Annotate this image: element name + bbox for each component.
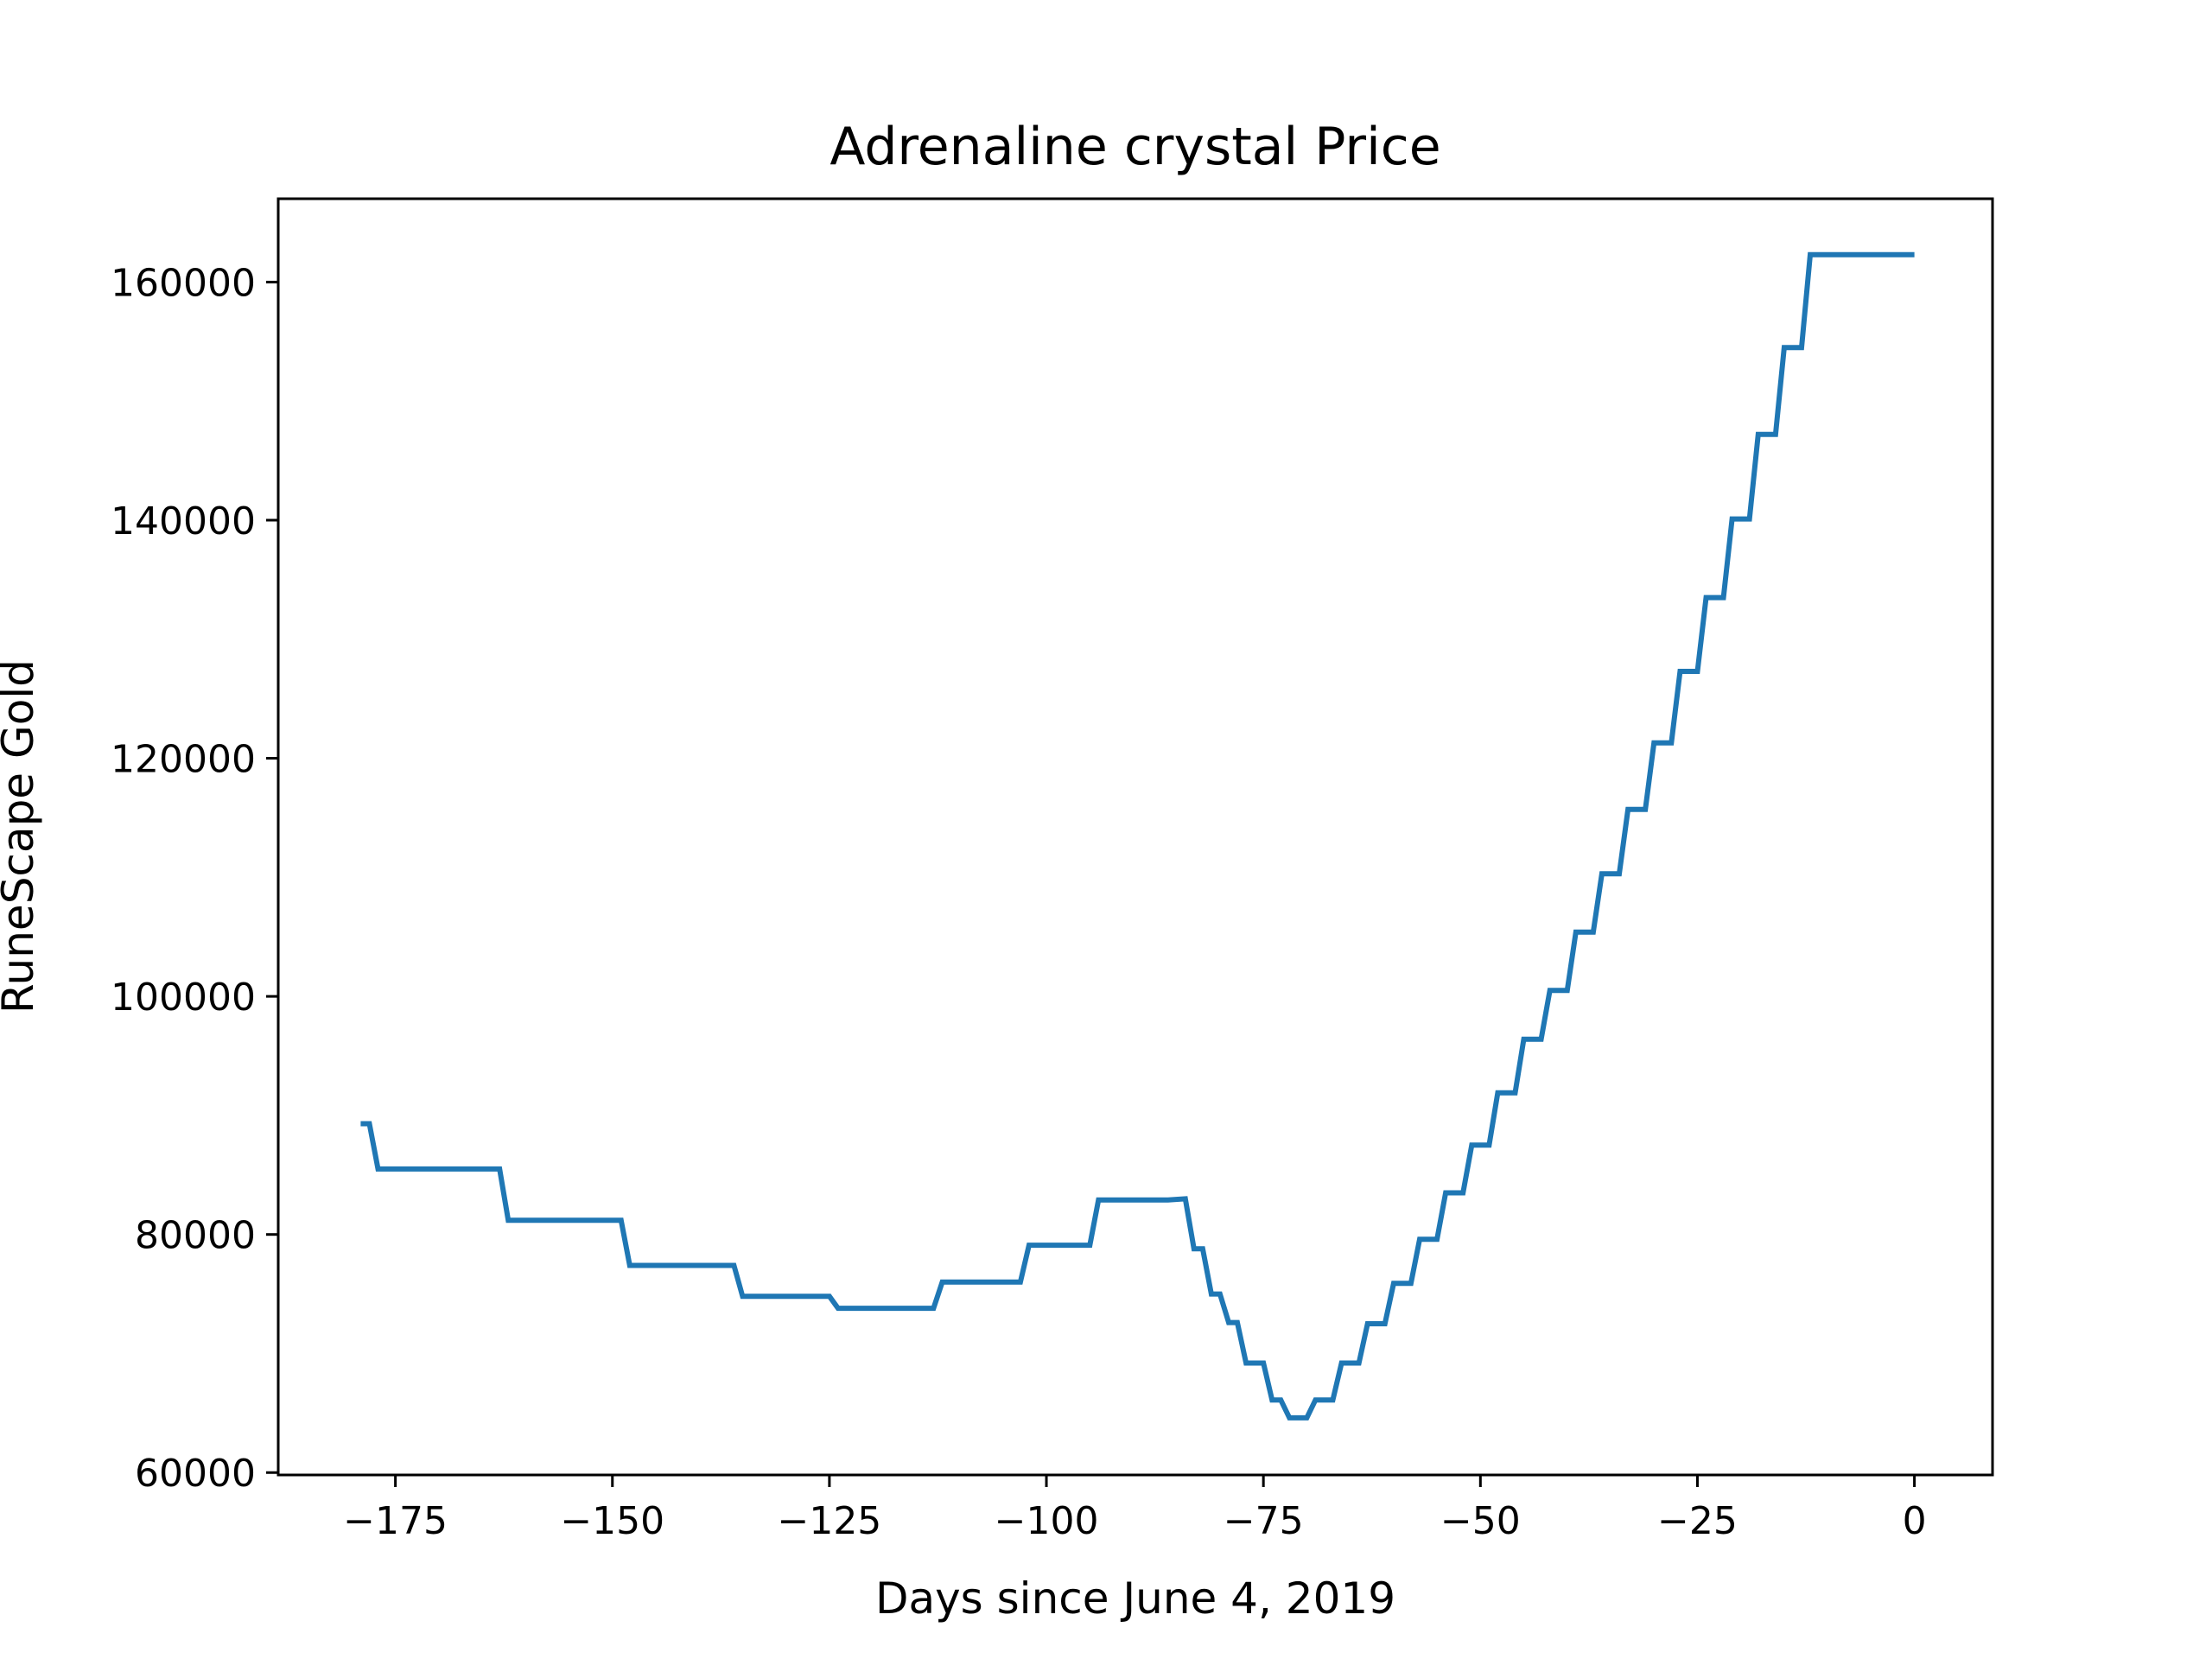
y-tick-label: 160000	[111, 261, 256, 305]
x-tick-label: −25	[1657, 1499, 1738, 1543]
plot-area-frame	[276, 197, 1994, 1477]
x-tick-label: 0	[1903, 1499, 1927, 1543]
price-line	[360, 251, 1915, 1421]
x-axis-ticks: −175 −150 −125 −100 −75 −50 −25 0	[343, 1475, 1927, 1543]
x-tick-label: −175	[343, 1499, 448, 1543]
x-axis-title: Days since June 4, 2019	[875, 1573, 1395, 1624]
x-tick-label: −150	[560, 1499, 664, 1543]
x-tick-label: −125	[777, 1499, 881, 1543]
y-axis-ticks: 60000 80000 100000 120000 140000 160000	[111, 261, 278, 1496]
x-tick-label: −75	[1224, 1499, 1304, 1543]
x-tick-label: −100	[995, 1499, 1099, 1543]
y-tick-label: 80000	[135, 1214, 256, 1258]
y-tick-label: 60000	[135, 1452, 256, 1496]
y-axis-title: RuneScape Gold	[0, 659, 43, 1014]
y-tick-label: 100000	[111, 976, 256, 1020]
y-tick-label: 140000	[111, 499, 256, 543]
chart-title: Adrenaline crystal Price	[830, 117, 1440, 177]
y-tick-label: 120000	[111, 738, 256, 782]
x-tick-label: −50	[1440, 1499, 1521, 1543]
